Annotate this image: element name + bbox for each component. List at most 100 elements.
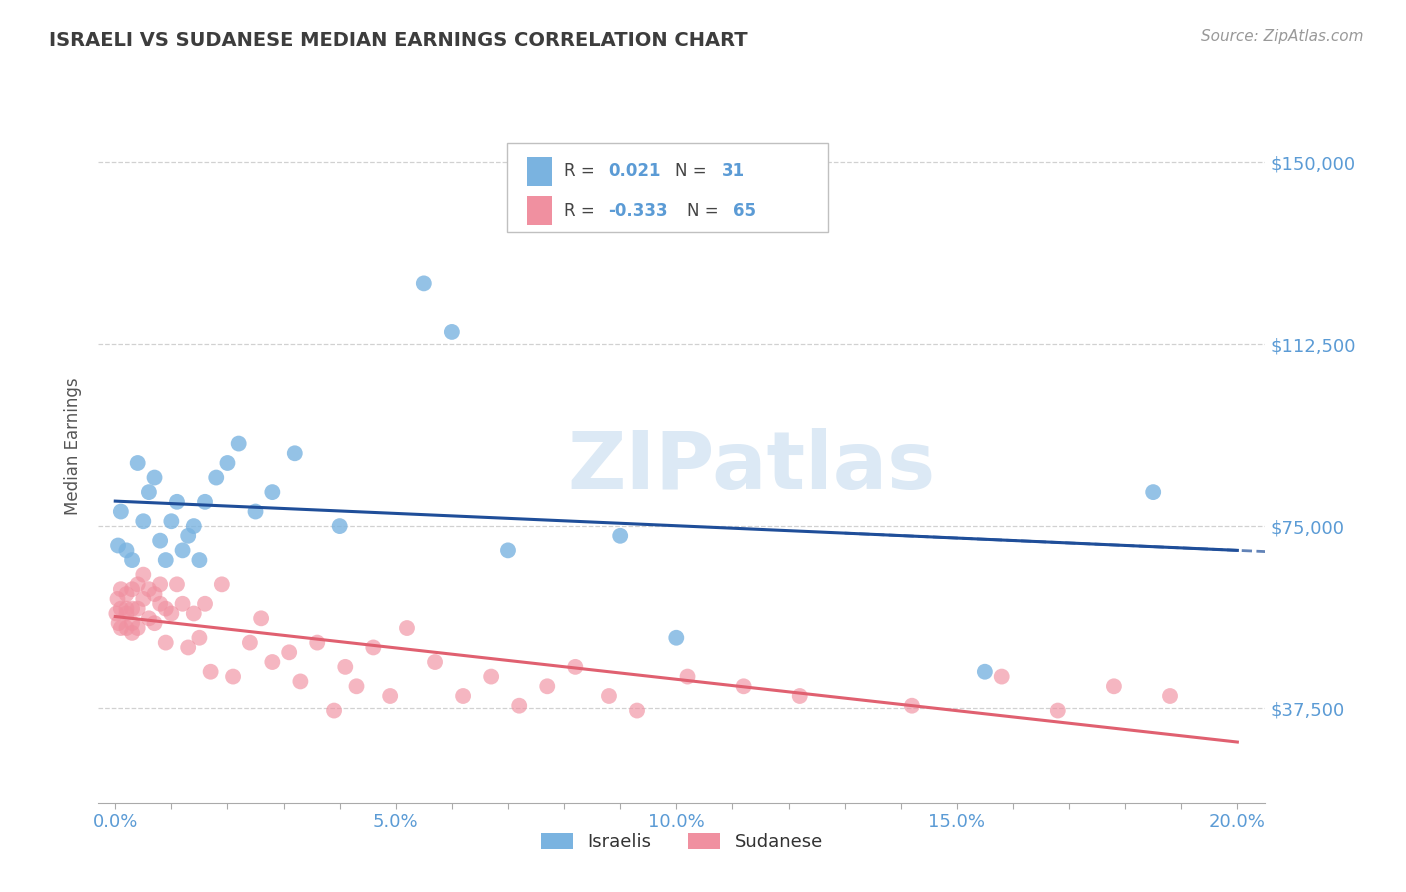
Point	[107, 616, 129, 631]
Point	[194, 495, 217, 509]
Point	[1102, 679, 1125, 693]
Text: ZIPatlas: ZIPatlas	[568, 428, 936, 507]
Point	[451, 689, 474, 703]
Point	[901, 698, 924, 713]
Point	[363, 640, 385, 655]
Text: -0.333: -0.333	[609, 202, 668, 219]
Point	[626, 704, 648, 718]
Point	[250, 611, 273, 625]
Point	[177, 529, 200, 543]
Point	[188, 553, 211, 567]
Point	[110, 621, 132, 635]
Point	[262, 485, 284, 500]
Point	[121, 601, 143, 615]
Point	[155, 553, 177, 567]
Point	[115, 621, 138, 635]
Point	[107, 539, 129, 553]
Point	[789, 689, 811, 703]
Text: 0.021: 0.021	[609, 162, 661, 180]
Point	[284, 446, 307, 460]
Point	[110, 582, 132, 597]
Point	[564, 660, 586, 674]
Point	[307, 635, 329, 649]
Point	[105, 607, 128, 621]
Point	[440, 325, 463, 339]
Text: R =: R =	[564, 162, 600, 180]
Point	[172, 543, 194, 558]
Point	[121, 582, 143, 597]
Point	[239, 635, 262, 649]
Point	[143, 587, 166, 601]
Point	[194, 597, 217, 611]
Point	[205, 470, 228, 484]
Point	[335, 660, 357, 674]
Point	[115, 543, 138, 558]
Point	[278, 645, 301, 659]
Point	[1142, 485, 1164, 500]
Point	[346, 679, 368, 693]
Y-axis label: Median Earnings: Median Earnings	[65, 377, 83, 515]
Point	[228, 436, 250, 450]
Point	[160, 607, 183, 621]
Point	[115, 587, 138, 601]
Point	[262, 655, 284, 669]
Point	[149, 577, 172, 591]
Point	[172, 597, 194, 611]
Point	[155, 635, 177, 649]
Point	[127, 621, 149, 635]
Point	[245, 504, 267, 518]
Point	[412, 277, 434, 291]
Point	[155, 601, 177, 615]
Text: 31: 31	[721, 162, 745, 180]
Text: Source: ZipAtlas.com: Source: ZipAtlas.com	[1201, 29, 1364, 44]
Point	[138, 582, 160, 597]
Point	[380, 689, 402, 703]
Point	[211, 577, 233, 591]
Point	[423, 655, 446, 669]
Point	[183, 519, 205, 533]
Point	[290, 674, 312, 689]
Point	[166, 577, 188, 591]
Point	[121, 553, 143, 567]
FancyBboxPatch shape	[527, 196, 553, 225]
Point	[200, 665, 222, 679]
Point	[1046, 704, 1069, 718]
Point	[149, 597, 172, 611]
Point	[329, 519, 352, 533]
Point	[177, 640, 200, 655]
Point	[609, 529, 631, 543]
Point	[479, 670, 502, 684]
Point	[143, 616, 166, 631]
Text: ISRAELI VS SUDANESE MEDIAN EARNINGS CORRELATION CHART: ISRAELI VS SUDANESE MEDIAN EARNINGS CORR…	[49, 31, 748, 50]
Point	[496, 543, 519, 558]
Point	[222, 670, 245, 684]
Point	[598, 689, 620, 703]
Text: N =: N =	[686, 202, 724, 219]
Point	[217, 456, 239, 470]
Point	[973, 665, 995, 679]
Point	[115, 601, 138, 615]
Point	[110, 504, 132, 518]
Point	[665, 631, 688, 645]
Point	[107, 591, 129, 606]
Point	[138, 485, 160, 500]
Text: N =: N =	[675, 162, 711, 180]
Point	[110, 601, 132, 615]
Point	[127, 577, 149, 591]
Point	[733, 679, 755, 693]
Point	[990, 670, 1012, 684]
Point	[1159, 689, 1181, 703]
Point	[121, 616, 143, 631]
Point	[132, 514, 155, 528]
Point	[143, 470, 166, 484]
Point	[132, 591, 155, 606]
FancyBboxPatch shape	[508, 143, 828, 232]
Point	[127, 456, 149, 470]
Text: R =: R =	[564, 202, 600, 219]
Point	[676, 670, 699, 684]
Point	[132, 567, 155, 582]
Point	[395, 621, 418, 635]
Point	[127, 601, 149, 615]
FancyBboxPatch shape	[527, 157, 553, 186]
Point	[508, 698, 530, 713]
